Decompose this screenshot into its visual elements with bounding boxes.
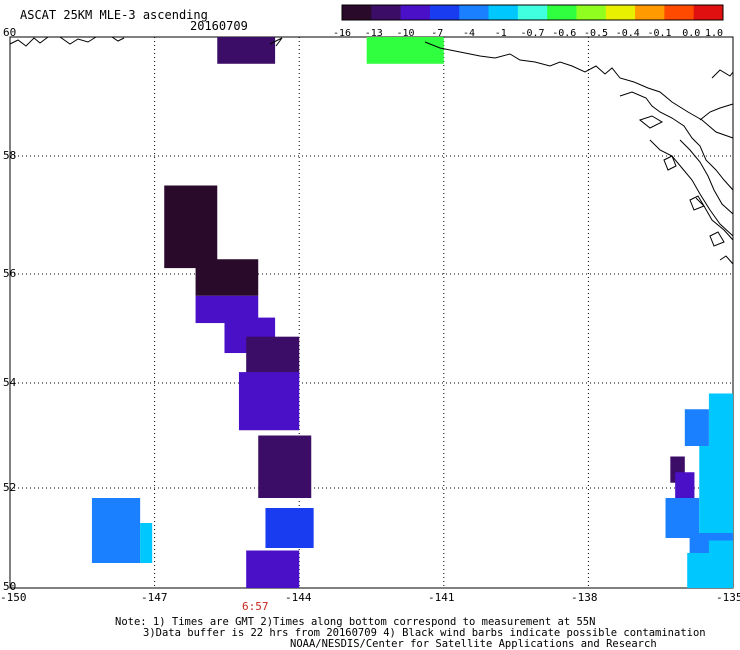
lon-label-141: -141 bbox=[428, 591, 455, 604]
coastline bbox=[9, 36, 734, 265]
swath-cell bbox=[246, 550, 300, 588]
swath-cell bbox=[140, 523, 153, 563]
colorbar-segment bbox=[459, 5, 490, 20]
colorbar-segment bbox=[517, 5, 548, 20]
colorbar-tick-label: -1 bbox=[495, 28, 507, 39]
lon-label-147: -147 bbox=[141, 591, 168, 604]
colorbar-tick-label: -13 bbox=[365, 28, 383, 39]
colorbar-segment bbox=[576, 5, 607, 20]
colorbar-frame bbox=[341, 4, 724, 21]
swath-cell bbox=[246, 336, 300, 378]
swath-cell bbox=[238, 372, 300, 431]
swath-cell bbox=[665, 498, 700, 538]
colorbar-tick-label: -16 bbox=[333, 28, 351, 39]
swath-cell bbox=[195, 259, 259, 296]
swath-cell bbox=[708, 393, 733, 446]
colorbar-tick-label: 1.0 bbox=[705, 28, 723, 39]
colorbar-tick-label: -0.4 bbox=[616, 28, 640, 39]
note-line-1: Note: 1) Times are GMT 2)Times along bot… bbox=[115, 616, 596, 628]
colorbar-segment bbox=[342, 5, 372, 20]
colorbar-segment bbox=[693, 5, 724, 20]
note-line-3: NOAA/NESDIS/Center for Satellite Applica… bbox=[290, 638, 657, 650]
colorbar-segment bbox=[547, 5, 577, 20]
swath-cell bbox=[265, 508, 314, 548]
lon-label-135: -135 bbox=[716, 591, 740, 604]
swath-cell bbox=[699, 446, 733, 538]
colorbar-segment bbox=[429, 5, 460, 20]
swath-cell bbox=[91, 498, 141, 563]
map-date: 20160709 bbox=[190, 19, 248, 33]
colorbar-tick-label: -4 bbox=[463, 28, 475, 39]
colorbar-tick-label: -0.7 bbox=[520, 28, 544, 39]
lat-label-54: 54 bbox=[3, 376, 17, 389]
colorbar-segment bbox=[635, 5, 665, 20]
colorbar-tick-label: -10 bbox=[396, 28, 414, 39]
map-title: ASCAT 25KM MLE-3 ascending bbox=[20, 8, 208, 22]
colorbar: -16 -13 -10 -7 -4 -1 -0.7 -0.6 -0.5 -0.4 -0.1 0.0 1.… bbox=[333, 4, 724, 39]
lon-label-150: -150 bbox=[0, 591, 27, 604]
colorbar-tick-label: -0.6 bbox=[552, 28, 576, 39]
swath-cell bbox=[675, 472, 695, 498]
colorbar-tick-label: -7 bbox=[431, 28, 443, 39]
colorbar-segment bbox=[400, 5, 431, 20]
colorbar-tick-label: -0.5 bbox=[584, 28, 608, 39]
swath-cell bbox=[258, 435, 312, 498]
lat-label-60: 60 bbox=[3, 26, 17, 39]
colorbar-segment bbox=[371, 5, 402, 20]
swath-cell bbox=[164, 185, 218, 269]
swath-cell bbox=[708, 540, 733, 553]
swath-cell bbox=[684, 409, 709, 446]
lat-label-58: 58 bbox=[3, 149, 17, 162]
swath-cell bbox=[687, 553, 733, 588]
lat-label-56: 56 bbox=[3, 267, 17, 280]
colorbar-segment bbox=[488, 5, 519, 20]
colorbar-tick-label: -0.1 bbox=[647, 28, 671, 39]
lat-label-50: 50 bbox=[3, 580, 17, 593]
note-line-2: 3)Data buffer is 22 hrs from 20160709 4)… bbox=[143, 627, 706, 639]
colorbar-tick-label: 0.0 bbox=[682, 28, 700, 39]
wind-swaths bbox=[91, 37, 733, 588]
lat-label-52: 52 bbox=[3, 481, 17, 494]
colorbar-segment bbox=[664, 5, 695, 20]
colorbar-segment bbox=[605, 5, 636, 20]
swath-cell bbox=[366, 37, 444, 64]
pass-time-label: 6:57 bbox=[242, 600, 269, 613]
lon-label-144: -144 bbox=[285, 591, 312, 604]
lon-label-138: -138 bbox=[571, 591, 598, 604]
swath-cell bbox=[217, 37, 276, 64]
grid-lines bbox=[10, 37, 733, 588]
